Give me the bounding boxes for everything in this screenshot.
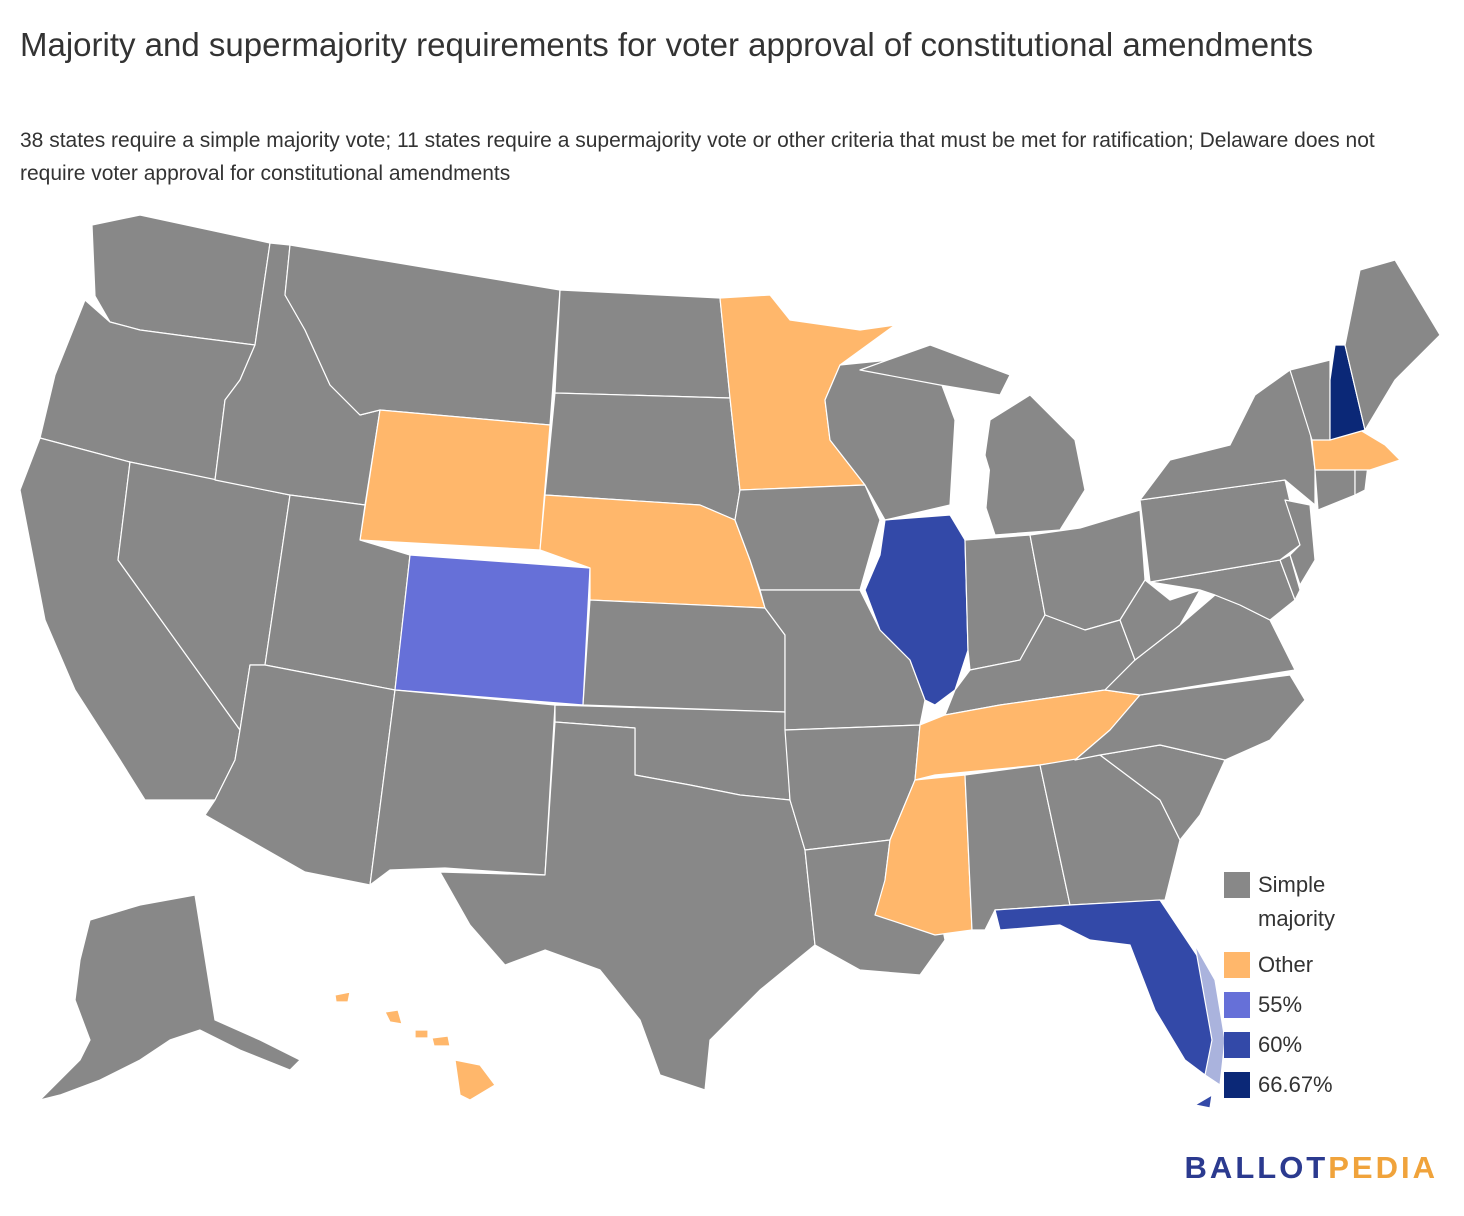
state-tx: [439, 721, 816, 1091]
state-ks: [582, 599, 786, 713]
state-co: [394, 554, 591, 706]
chart-title: Majority and supermajority requirements …: [20, 26, 1314, 63]
legend-label: 66.67%: [1258, 1072, 1333, 1097]
legend-item-60: 60%: [1224, 1028, 1364, 1068]
legend-label: Other: [1258, 952, 1314, 977]
state-nd: [554, 289, 731, 399]
chart-subtitle: 38 states require a simple majority vote…: [20, 129, 1375, 185]
legend-swatch: [1224, 872, 1250, 898]
state-nm: [369, 689, 556, 886]
logo-part-pedia: PEDIA: [1328, 1150, 1438, 1185]
legend-item-simple-majority: Simple majority: [1224, 868, 1364, 948]
state-mo: [759, 589, 926, 731]
state-az: [204, 664, 396, 886]
state-nh: [1329, 344, 1366, 441]
legend-swatch: [1224, 952, 1250, 978]
legend-item-other: Other: [1224, 948, 1364, 988]
legend-item-55: 55%: [1224, 988, 1364, 1028]
state-nc: [1074, 674, 1306, 761]
legend-label: 55%: [1258, 992, 1303, 1017]
legend-label: Simple majority: [1258, 872, 1336, 931]
state-il: [864, 514, 969, 706]
legend-label: 60%: [1258, 1032, 1303, 1057]
state-fl-coast: [1194, 944, 1226, 1086]
state-ia: [734, 484, 881, 591]
state-de: [1279, 554, 1301, 601]
state-wy: [359, 409, 551, 551]
state-fl-keys: [1194, 1094, 1213, 1109]
state-hi: [334, 991, 496, 1101]
legend-swatch: [1224, 1032, 1250, 1058]
state-ct: [1314, 464, 1356, 511]
ballotpedia-logo: BALLOTPEDIA: [1185, 1150, 1438, 1186]
state-me: [1344, 259, 1441, 431]
state-ny: [1139, 369, 1316, 506]
state-mt: [284, 244, 561, 426]
logo-part-ballot: BALLOT: [1184, 1150, 1329, 1185]
state-nj: [1284, 499, 1316, 586]
state-fl: [994, 899, 1216, 1076]
legend-swatch: [1224, 1072, 1250, 1098]
legend-item-66: 66.67%: [1224, 1068, 1364, 1108]
state-ak: [39, 894, 301, 1101]
legend: Simple majority Other 55% 60% 66.67%: [1224, 868, 1364, 1108]
lake-michigan: [955, 420, 990, 535]
legend-swatch: [1224, 992, 1250, 1018]
